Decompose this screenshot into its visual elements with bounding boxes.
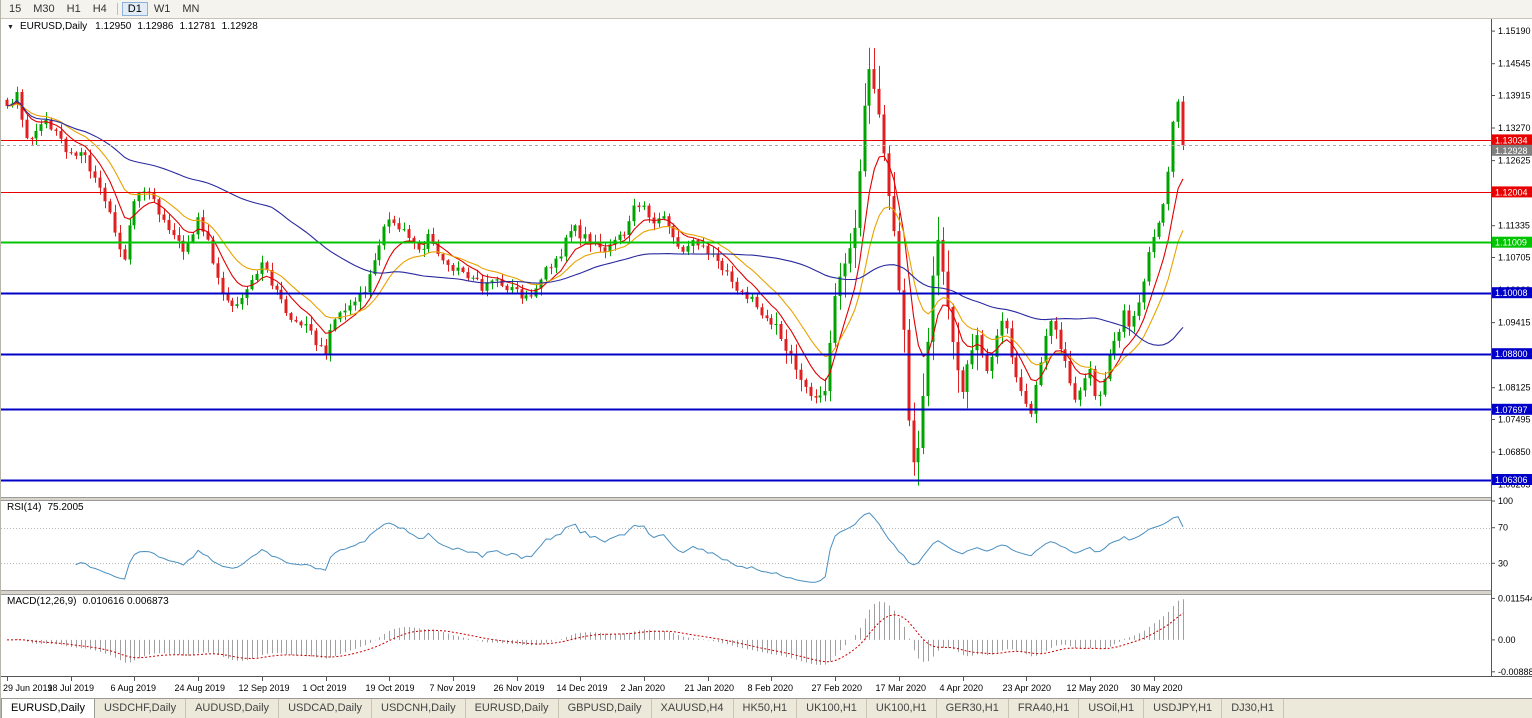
ohlc-close: 1.12928 [221,21,258,32]
chart-symbol-label: EURUSD,Daily [19,21,88,32]
svg-text:0.011544: 0.011544 [1498,593,1532,603]
tab-uk100-h1[interactable]: UK100,H1 [797,699,867,718]
svg-text:24 Aug 2019: 24 Aug 2019 [175,683,226,693]
svg-text:12 May 2020: 12 May 2020 [1067,683,1119,693]
pane-separators [1,497,1532,595]
chart-area[interactable]: 29 Jun 2019 18 Jul 2019 6 Aug 2019 24 Aug 2… [1,19,1532,698]
svg-text:1.15190: 1.15190 [1498,26,1531,36]
ma-lines-layer [6,99,1184,383]
svg-text:6 Aug 2019: 6 Aug 2019 [111,683,157,693]
tab-audusd-daily[interactable]: AUDUSD,Daily [186,699,280,718]
tab-fra40-h1[interactable]: FRA40,H1 [1009,699,1080,718]
svg-text:100: 100 [1498,496,1513,506]
tab-eurusd-daily[interactable]: EURUSD,Daily [466,699,559,718]
ohlc-low: 1.12781 [179,21,216,32]
svg-text:1.13270: 1.13270 [1498,123,1531,133]
svg-text:19 Oct 2019: 19 Oct 2019 [366,683,415,693]
svg-text:14 Dec 2019: 14 Dec 2019 [557,683,608,693]
timeframe-h1[interactable]: H1 [66,3,81,15]
timeframe-mn[interactable]: MN [182,3,200,15]
rsi-pane-label: RSI(14) 75.2005 [7,502,84,513]
toolbar-separator [116,3,118,15]
tab-usdcad-daily[interactable]: USDCAD,Daily [279,699,373,718]
svg-text:1.12625: 1.12625 [1498,156,1531,166]
timeframe-w1[interactable]: W1 [153,3,171,15]
macd-name: MACD(12,26,9) [7,596,77,607]
svg-text:1.11335: 1.11335 [1498,221,1530,231]
timeframe-h4[interactable]: H4 [92,3,107,15]
chart-title: ▼ EURUSD,Daily 1.12950 1.12986 1.12781 1… [7,21,258,34]
tab-usdchf-daily[interactable]: USDCHF,Daily [95,699,187,718]
svg-text:1.07495: 1.07495 [1498,415,1531,425]
svg-text:1.12004: 1.12004 [1495,187,1528,197]
rsi-value: 75.2005 [47,502,84,513]
svg-text:30 May 2020: 30 May 2020 [1131,683,1183,693]
svg-text:8 Feb 2020: 8 Feb 2020 [748,683,794,693]
chart-dropdown-icon[interactable]: ▼ [7,24,14,31]
tab-usdcnh-daily[interactable]: USDCNH,Daily [372,699,466,718]
timeframe-toolbar: 15 M30 H1 H4 D1 W1 MN [1,0,1532,19]
tab-gbpusd-daily[interactable]: GBPUSD,Daily [559,699,652,718]
svg-text:30: 30 [1498,558,1508,568]
svg-text:70: 70 [1498,523,1508,533]
svg-text:1 Oct 2019: 1 Oct 2019 [303,683,347,693]
svg-text:27 Feb 2020: 27 Feb 2020 [812,683,863,693]
macd-values: 0.010616 0.006873 [82,596,169,607]
svg-text:1.06306: 1.06306 [1495,475,1528,485]
macd-pane-label: MACD(12,26,9) 0.010616 0.006873 [7,596,169,607]
timeframe-d1[interactable]: D1 [121,2,148,16]
svg-text:1.13034: 1.13034 [1495,135,1528,145]
tab-eurusd-daily[interactable]: EURUSD,Daily [1,699,95,718]
tab-usoil-h1[interactable]: USOil,H1 [1079,699,1145,718]
chart-tabs-bar: EURUSD,Daily USDCHF,Daily AUDUSD,Daily USDC… [1,698,1532,718]
svg-text:1.08125: 1.08125 [1498,383,1531,393]
svg-text:23 Apr 2020: 23 Apr 2020 [1003,683,1052,693]
svg-text:1.12928: 1.12928 [1495,146,1528,156]
tab-dj30-h1[interactable]: DJ30,H1 [1222,699,1284,718]
ohlc-high: 1.12986 [137,21,174,32]
timeframe-m30[interactable]: M30 [33,3,55,15]
svg-text:12 Sep 2019: 12 Sep 2019 [239,683,290,693]
svg-text:1.09415: 1.09415 [1498,318,1531,328]
tab-ger30-h1[interactable]: GER30,H1 [937,699,1009,718]
svg-text:1.06850: 1.06850 [1498,447,1531,457]
svg-text:4 Apr 2020: 4 Apr 2020 [940,683,984,693]
svg-text:1.07697: 1.07697 [1495,405,1528,415]
rsi-name: RSI(14) [7,502,42,513]
tab-usdjpy-h1[interactable]: USDJPY,H1 [1144,699,1223,718]
svg-text:7 Nov 2019: 7 Nov 2019 [430,683,476,693]
price-axis: 1.151901.145451.139151.132701.126251.119… [1491,19,1532,677]
svg-text:18 Jul 2019: 18 Jul 2019 [48,683,95,693]
tab-uk100-h1[interactable]: UK100,H1 [867,699,937,718]
price-badges: 1.13034 1.12004 1.11009 1.10008 1.08800 1.076… [1492,134,1532,485]
svg-text:29 Jun 2019: 29 Jun 2019 [3,683,53,693]
svg-text:2 Jan 2020: 2 Jan 2020 [621,683,666,693]
svg-text:1.13915: 1.13915 [1498,91,1531,101]
svg-text:1.08800: 1.08800 [1495,349,1528,359]
svg-text:1.11009: 1.11009 [1495,238,1527,248]
tab-xauusd-h4[interactable]: XAUUSD,H4 [652,699,734,718]
svg-text:17 Mar 2020: 17 Mar 2020 [876,683,927,693]
svg-text:0.00: 0.00 [1498,635,1516,645]
ohlc-open: 1.12950 [95,21,132,32]
levels-layer [1,140,1491,482]
svg-text:1.10008: 1.10008 [1495,288,1528,298]
svg-text:21 Jan 2020: 21 Jan 2020 [685,683,735,693]
tab-hk50-h1[interactable]: HK50,H1 [734,699,798,718]
rsi-layer [1,512,1491,583]
svg-text:1.14545: 1.14545 [1498,59,1531,69]
svg-text:-0.008885: -0.008885 [1498,667,1532,677]
timeframe-15[interactable]: 15 [9,3,22,15]
svg-text:26 Nov 2019: 26 Nov 2019 [494,683,545,693]
svg-text:1.10705: 1.10705 [1498,253,1531,263]
macd-layer [7,599,1184,665]
